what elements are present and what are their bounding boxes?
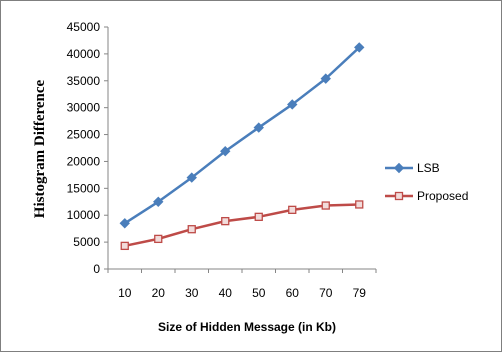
data-point — [288, 205, 297, 214]
legend-item-proposed: Proposed — [385, 189, 468, 203]
y-tick-label: 20000 — [67, 154, 101, 168]
y-tick-labels: 0 5000 10000 15000 20000 25000 30000 35000 40000… — [67, 20, 101, 276]
series-line — [124, 203, 360, 248]
y-tick-label: 15000 — [67, 181, 101, 195]
x-tick-label: 60 — [286, 286, 300, 300]
legend-label: LSB — [417, 161, 440, 175]
legend-item-lsb: LSB — [385, 161, 440, 175]
y-tick-label: 40000 — [67, 47, 101, 61]
x-tick-label: 20 — [152, 286, 166, 300]
data-point — [154, 234, 163, 244]
data-point — [254, 212, 263, 221]
series-group — [119, 42, 365, 251]
y-tick-label: 30000 — [67, 101, 101, 115]
x-tick-label: 79 — [353, 286, 367, 300]
y-tick-label: 5000 — [73, 235, 100, 249]
data-point — [120, 241, 129, 251]
y-tick-label: 35000 — [67, 74, 101, 88]
y-tick-label: 25000 — [67, 128, 101, 142]
data-point — [354, 42, 365, 53]
x-tick-label: 40 — [219, 286, 233, 300]
data-point — [221, 216, 230, 226]
x-tick-labels: 10 20 30 40 50 60 70 79 — [118, 286, 366, 300]
y-tick-label: 10000 — [67, 208, 101, 222]
y-axis-title: Histogram Difference — [32, 79, 48, 218]
x-tick-label: 70 — [319, 286, 333, 300]
series-lsb — [119, 42, 365, 229]
series-line — [124, 46, 361, 225]
data-point — [153, 196, 164, 207]
legend-marker — [394, 191, 404, 201]
axes — [104, 26, 377, 273]
data-point — [320, 73, 331, 84]
data-point — [287, 99, 298, 110]
x-tick-label: 50 — [252, 286, 266, 300]
y-tick-label: 45000 — [67, 20, 101, 34]
legend-label: Proposed — [417, 189, 468, 203]
data-point — [186, 172, 197, 183]
data-point — [187, 225, 196, 234]
y-tick-label: 0 — [93, 262, 100, 276]
x-axis-title: Size of Hidden Message (in Kb) — [158, 320, 336, 334]
data-point — [220, 146, 231, 157]
data-point — [321, 201, 330, 210]
legend: LSB Proposed — [385, 161, 468, 203]
data-point — [355, 200, 364, 209]
data-point — [253, 122, 264, 133]
x-tick-label: 30 — [185, 286, 199, 300]
legend-marker — [393, 162, 405, 174]
x-tick-label: 10 — [118, 286, 132, 300]
data-point — [119, 218, 130, 229]
series-proposed — [120, 200, 364, 251]
